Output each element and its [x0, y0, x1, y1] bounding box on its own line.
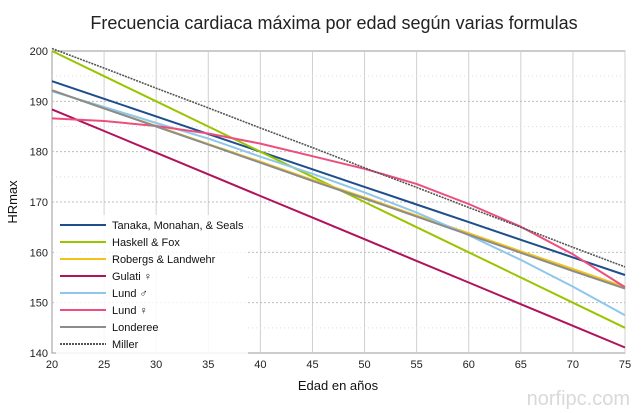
y-tick-labels: 140 150 160 170 180 190 200 [30, 46, 48, 360]
x-tick-label: 25 [98, 359, 110, 371]
x-tick-label: 55 [411, 359, 423, 371]
x-tick-label: 30 [150, 359, 162, 371]
x-tick-label: 70 [567, 359, 579, 371]
legend-label-4: Lund ♂ [112, 288, 148, 300]
legend-label-7: Miller [112, 339, 139, 351]
y-axis-title: HRmax [5, 180, 20, 224]
legend-label-2: Robergs & Landwehr [112, 254, 216, 266]
legend-label-1: Haskell & Fox [112, 237, 180, 249]
y-tick-label: 180 [30, 147, 48, 159]
y-tick-label: 160 [30, 247, 48, 259]
y-tick-label: 150 [30, 298, 48, 310]
legend-box [56, 215, 248, 355]
x-tick-label: 20 [46, 359, 58, 371]
legend: Tanaka, Monahan, & Seals Haskell & Fox Rob… [56, 215, 248, 355]
x-tick-label: 65 [515, 359, 527, 371]
x-tick-label: 75 [619, 359, 631, 371]
x-tick-labels: 20 25 30 35 40 45 50 55 60 65 70 75 [46, 359, 631, 371]
legend-label-6: Londeree [112, 322, 159, 334]
series-line-3 [51, 108, 626, 349]
x-tick-label: 35 [202, 359, 214, 371]
y-tick-label: 170 [30, 197, 48, 209]
x-tick-label: 45 [306, 359, 318, 371]
series-line-6 [51, 89, 626, 290]
x-tick-label: 40 [254, 359, 266, 371]
y-tick-label: 140 [30, 348, 48, 360]
watermark: norfipc.com [527, 388, 630, 410]
y-tick-label: 190 [30, 96, 48, 108]
series-line-4 [51, 90, 626, 317]
x-axis-title: Edad en años [298, 378, 379, 393]
y-tick-label: 200 [30, 46, 48, 58]
x-tick-label: 50 [358, 359, 370, 371]
series-line-7 [51, 47, 626, 268]
legend-label-0: Tanaka, Monahan, & Seals [112, 220, 244, 232]
series-lines [51, 47, 626, 349]
legend-label-3: Gulati ♀ [112, 271, 152, 283]
x-tick-label: 60 [463, 359, 475, 371]
series-line-0 [51, 80, 626, 276]
legend-label-5: Lund ♀ [112, 305, 148, 317]
chart-title: Frecuencia cardiaca máxima por edad segú… [90, 13, 577, 33]
